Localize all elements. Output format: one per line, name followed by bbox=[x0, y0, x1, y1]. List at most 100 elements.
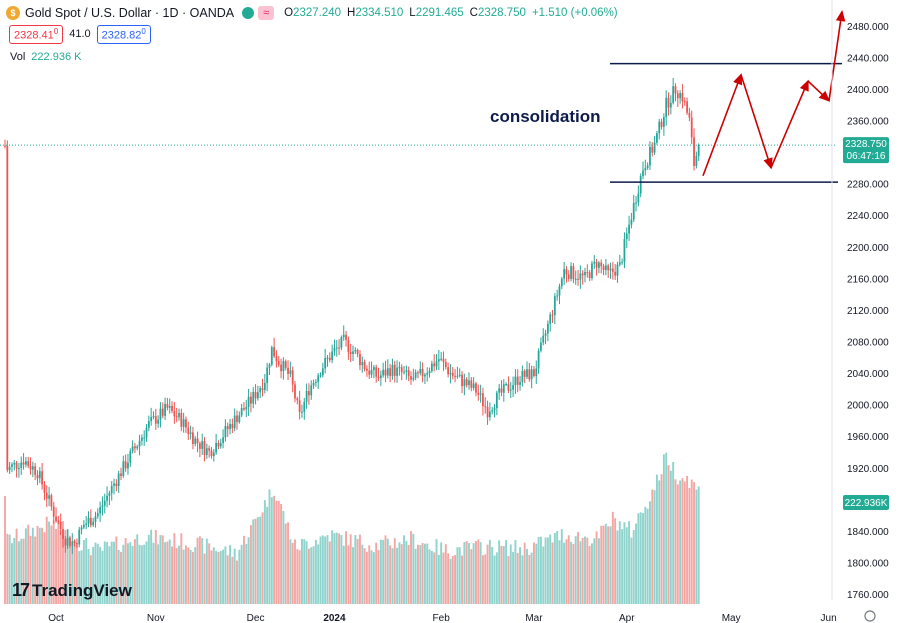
volume-bar bbox=[537, 536, 540, 604]
gold-symbol-icon: $ bbox=[6, 6, 20, 20]
volume-bar bbox=[481, 555, 484, 604]
high-label: H bbox=[347, 7, 356, 19]
time-tick-label: Feb bbox=[433, 613, 451, 623]
volume-bar bbox=[87, 549, 90, 604]
candle-body bbox=[185, 419, 187, 428]
current-price-tag bbox=[843, 137, 889, 164]
symbol-title[interactable]: Gold Spot / U.S. Dollar · 1D · OANDA bbox=[25, 6, 235, 20]
volume-bar bbox=[11, 543, 13, 604]
countdown-label: 06:47:16 bbox=[847, 151, 886, 162]
volume-bar bbox=[577, 532, 579, 604]
volume-price-label: 222.936K bbox=[845, 498, 888, 509]
candle-body bbox=[312, 382, 315, 386]
volume-bar bbox=[507, 556, 510, 604]
volume-bar bbox=[674, 479, 677, 604]
current-price-label: 2328.750 bbox=[845, 139, 887, 150]
candle-body bbox=[598, 262, 600, 268]
candle-body bbox=[567, 274, 570, 279]
volume-bar bbox=[298, 550, 301, 604]
volume-bar bbox=[456, 547, 459, 604]
candle-body bbox=[651, 146, 654, 153]
candle-body bbox=[194, 438, 197, 444]
volume-bar bbox=[22, 538, 25, 604]
candle-body bbox=[252, 391, 255, 404]
compare-icon[interactable]: ≈ bbox=[258, 6, 275, 20]
candle-body bbox=[502, 384, 505, 393]
candle-body bbox=[210, 450, 213, 457]
volume-bar bbox=[686, 475, 689, 604]
sell-button[interactable]: 2328.410 bbox=[9, 25, 64, 44]
volume-bar bbox=[370, 550, 373, 604]
candle-body bbox=[618, 262, 621, 265]
volume-bar bbox=[252, 519, 255, 604]
candle-body bbox=[419, 368, 422, 374]
volume-bar bbox=[379, 539, 382, 604]
candle-body bbox=[266, 367, 269, 384]
volume-bar bbox=[604, 523, 607, 604]
price-tick-label: 1800.000 bbox=[847, 559, 889, 570]
candle-body bbox=[217, 442, 220, 447]
candle-body bbox=[491, 410, 494, 412]
buy-button[interactable]: 2328.820 bbox=[96, 25, 151, 44]
volume-bar bbox=[349, 534, 352, 604]
candle-body bbox=[623, 239, 626, 262]
volume-bar bbox=[145, 541, 148, 604]
candle-body bbox=[57, 521, 60, 523]
volume-bar bbox=[236, 560, 238, 604]
volume-bar bbox=[238, 549, 241, 604]
market-status-icon[interactable] bbox=[242, 7, 255, 19]
candle-body bbox=[447, 367, 450, 375]
volume-bar bbox=[333, 533, 336, 604]
volume-bar bbox=[611, 511, 614, 604]
volume-bar bbox=[662, 454, 665, 604]
candle-body bbox=[36, 474, 39, 479]
candle-body bbox=[470, 380, 473, 388]
projection-arrow-up-1 bbox=[702, 73, 743, 177]
candle-body bbox=[391, 364, 394, 376]
volume-bar bbox=[205, 538, 208, 604]
chart-legend-header: $ Gold Spot / U.S. Dollar · 1D · OANDA ≈… bbox=[6, 4, 618, 22]
candle-body bbox=[115, 483, 118, 487]
tradingview-logo[interactable]: 17 TradingView bbox=[12, 580, 132, 601]
volume-bar bbox=[275, 500, 278, 604]
close-value: 2328.750 bbox=[477, 7, 526, 19]
volume-bar bbox=[475, 540, 477, 604]
volume-bar bbox=[80, 550, 83, 604]
volume-bar bbox=[363, 548, 366, 604]
volume-bar bbox=[465, 541, 468, 604]
candle-body bbox=[85, 523, 88, 525]
candle-body bbox=[410, 376, 412, 380]
open-label: O bbox=[284, 7, 294, 19]
volume-bar bbox=[117, 550, 120, 604]
volume-bar bbox=[8, 534, 11, 604]
volume-bar bbox=[101, 550, 104, 604]
volume-bar bbox=[168, 539, 171, 604]
candle-body bbox=[178, 412, 180, 418]
volume-bar bbox=[20, 538, 23, 604]
candle-body bbox=[414, 372, 417, 378]
candle-body bbox=[665, 97, 668, 118]
volume-bar bbox=[679, 480, 682, 604]
volume-bar bbox=[635, 523, 637, 604]
time-tick-label: May bbox=[722, 613, 741, 623]
candle-body bbox=[321, 368, 324, 376]
volume-bar bbox=[375, 542, 378, 604]
candle-body bbox=[298, 400, 301, 412]
candle-body bbox=[530, 369, 533, 380]
candle-body bbox=[482, 393, 484, 407]
volume-label[interactable]: Vol bbox=[10, 51, 26, 63]
volume-bar bbox=[479, 542, 482, 604]
candle-body bbox=[308, 391, 310, 396]
candle-body bbox=[196, 438, 199, 444]
volume-bar bbox=[217, 551, 220, 604]
candle-body bbox=[250, 396, 252, 404]
high-value: 2334.510 bbox=[355, 7, 404, 19]
candle-body bbox=[516, 376, 519, 385]
candle-body bbox=[66, 537, 69, 546]
candle-body bbox=[693, 137, 695, 166]
volume-bar bbox=[683, 481, 686, 604]
candle-body bbox=[400, 367, 403, 373]
candle-body bbox=[275, 356, 278, 362]
time-tick-label: Jun bbox=[821, 613, 837, 623]
